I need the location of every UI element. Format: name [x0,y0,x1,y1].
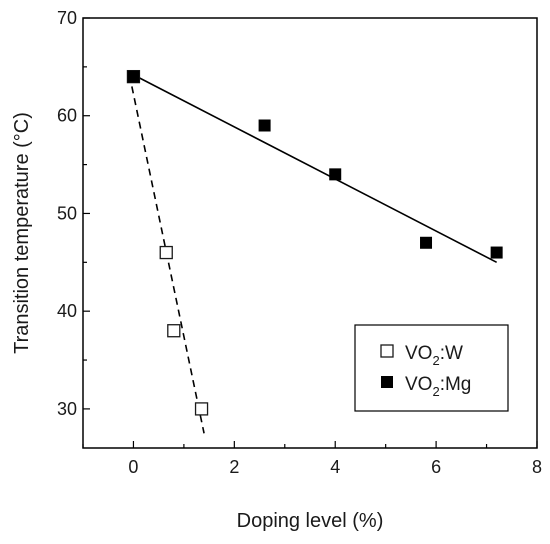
x-tick-label: 6 [431,457,441,477]
legend-marker-vo2-mg [381,376,393,388]
y-tick-label: 70 [57,8,77,28]
data-point-vo2-mg [127,70,140,83]
legend-label-vo2-w: VO2:W [405,343,463,368]
y-axis-title: Transition temperature (°C) [11,112,33,354]
data-markers [126,69,503,416]
data-point-vo2-mg [329,168,342,181]
data-point-vo2-mg [258,119,271,132]
data-point-vo2-mg [420,236,433,249]
y-tick-label: 50 [57,203,77,223]
data-point-vo2-mg [490,246,503,259]
axis-ticks [82,17,538,448]
fit-line-vo2-mg [129,72,498,264]
x-tick-label: 0 [128,457,138,477]
y-tick-label: 40 [57,301,77,321]
x-tick-label: 4 [330,457,340,477]
x-tick-label: 8 [532,457,542,477]
legend-marker-vo2-w [380,344,394,358]
y-tick-label: 60 [57,106,77,126]
legend: VO2:W VO2:Mg [354,324,509,412]
x-axis-title: Doping level (%) [237,510,384,532]
data-point-vo2-w [167,324,181,338]
y-tick-label: 30 [57,399,77,419]
data-point-vo2-w [159,245,173,260]
x-tick-label: 2 [229,457,239,477]
legend-label-vo2-mg: VO2:Mg [405,374,471,399]
data-point-vo2-w [194,402,209,416]
legend-box [354,324,509,412]
tick-labels: 0 2 4 6 8 30 40 50 60 70 [57,8,542,477]
plot-frame [82,17,538,449]
